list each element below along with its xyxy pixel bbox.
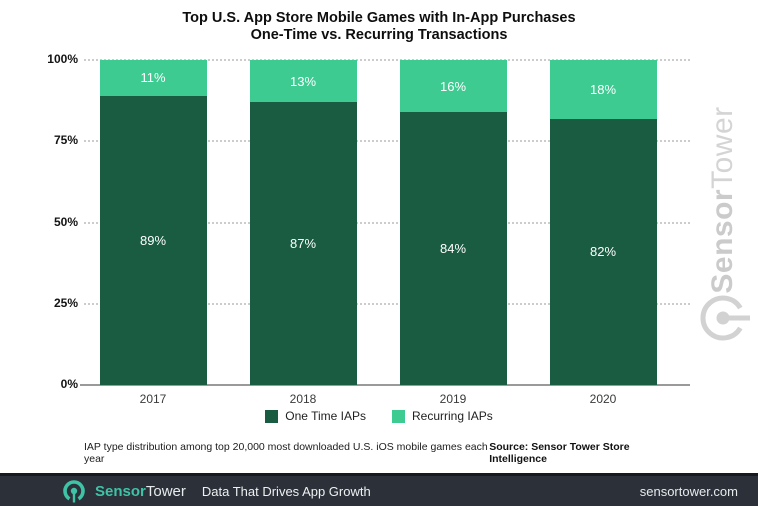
y-axis-tick-label: 0% [60, 377, 78, 391]
footer-tagline: Data That Drives App Growth [201, 483, 371, 499]
watermark-brand: SensorTower [706, 100, 740, 300]
footer-bar: SensorTower Data That Drives App Growth … [0, 473, 758, 506]
sensortower-logo-icon [63, 480, 85, 503]
x-axis-category-label: 2020 [589, 392, 617, 406]
footer-wordmark-tower: Tower [145, 482, 186, 500]
x-axis-category-label: 2019 [439, 392, 467, 406]
bar-segment-onetime-2018: 87% [249, 102, 357, 385]
gridline [84, 59, 690, 61]
legend: One Time IAPs Recurring IAPs [0, 409, 758, 423]
chart-title: Top U.S. App Store Mobile Games with In-… [0, 10, 758, 44]
y-axis-tick-label: 25% [53, 295, 78, 310]
legend-swatch-icon [265, 409, 279, 423]
bar-segment-onetime-2019: 84% [399, 112, 507, 385]
y-axis-tick-label: 75% [53, 133, 78, 148]
x-axis-category-label: 2017 [139, 392, 167, 406]
watermark-brand-tower: Tower [706, 106, 739, 189]
bar-segment-onetime-2017: 89% [99, 95, 207, 385]
y-axis-tick-label: 100% [47, 52, 78, 66]
legend-label: One Time IAPs [285, 409, 366, 423]
footer-wordmark: SensorTower [95, 483, 186, 500]
footnote: IAP type distribution among top 20,000 m… [84, 441, 488, 465]
legend-swatch-icon [392, 409, 405, 423]
gridline [84, 302, 690, 305]
chart-title-line-1: Top U.S. App Store Mobile Games with In-… [182, 10, 576, 26]
gridline [84, 140, 690, 143]
chart-title-line-2: One-Time vs. Recurring Transactions [250, 27, 508, 43]
legend-item: One Time IAPs [265, 409, 366, 423]
bar-segment-recurring-2017: 11% [99, 60, 207, 96]
bar-segment-recurring-2019: 16% [399, 60, 507, 112]
sensortower-watermark-logo-icon [700, 295, 750, 341]
legend-label: Recurring IAPs [412, 409, 493, 423]
footnote-row: IAP type distribution among top 20,000 m… [84, 441, 680, 465]
legend-item: Recurring IAPs [392, 409, 493, 423]
footer-wordmark-sensor: Sensor [95, 482, 146, 500]
bar-segment-onetime-2020: 82% [549, 118, 657, 385]
source-label: Source: Sensor Tower Store Intelligence [489, 441, 630, 465]
y-axis-tick-label: 50% [53, 214, 78, 229]
x-axis-line [80, 384, 690, 386]
gridline [84, 221, 690, 224]
watermark-brand-sensor: Sensor [706, 188, 739, 294]
bar-segment-recurring-2018: 13% [249, 60, 357, 103]
footer-url: sensortower.com [639, 483, 738, 499]
x-axis-category-label: 2018 [289, 392, 317, 406]
bar-segment-recurring-2020: 18% [549, 60, 657, 119]
